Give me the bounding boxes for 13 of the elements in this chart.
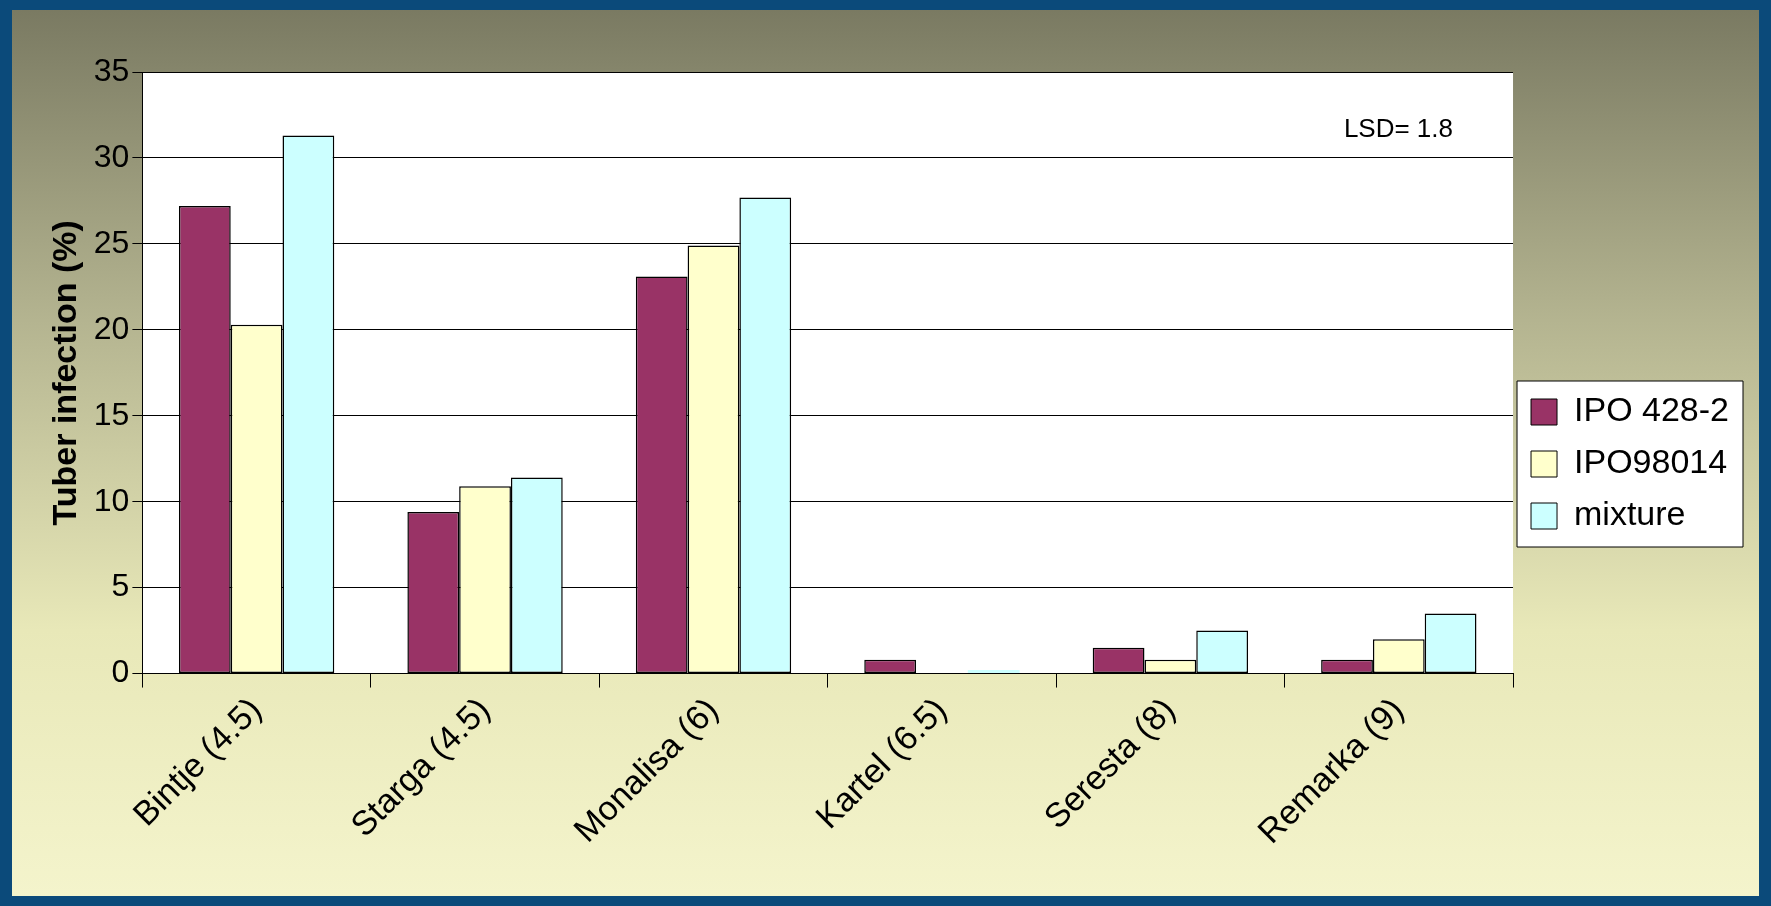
legend-label: IPO 428-2 bbox=[1574, 390, 1730, 429]
y-tick-label: 30 bbox=[93, 137, 130, 174]
legend-label: mixture bbox=[1574, 494, 1686, 533]
legend-label: IPO98014 bbox=[1574, 442, 1728, 481]
y-tick-label: 20 bbox=[93, 309, 130, 346]
annotation: LSD= 1.8 bbox=[1343, 113, 1454, 144]
y-tick-label: 15 bbox=[93, 395, 130, 432]
y-tick-label: 5 bbox=[111, 567, 130, 604]
y-tick-label: 35 bbox=[93, 51, 130, 88]
y-tick-label: 10 bbox=[93, 481, 130, 518]
y-tick-label: 0 bbox=[111, 653, 130, 690]
y-tick-label: 25 bbox=[93, 223, 130, 260]
y-axis-title: Tuber infection (%) bbox=[44, 220, 83, 526]
